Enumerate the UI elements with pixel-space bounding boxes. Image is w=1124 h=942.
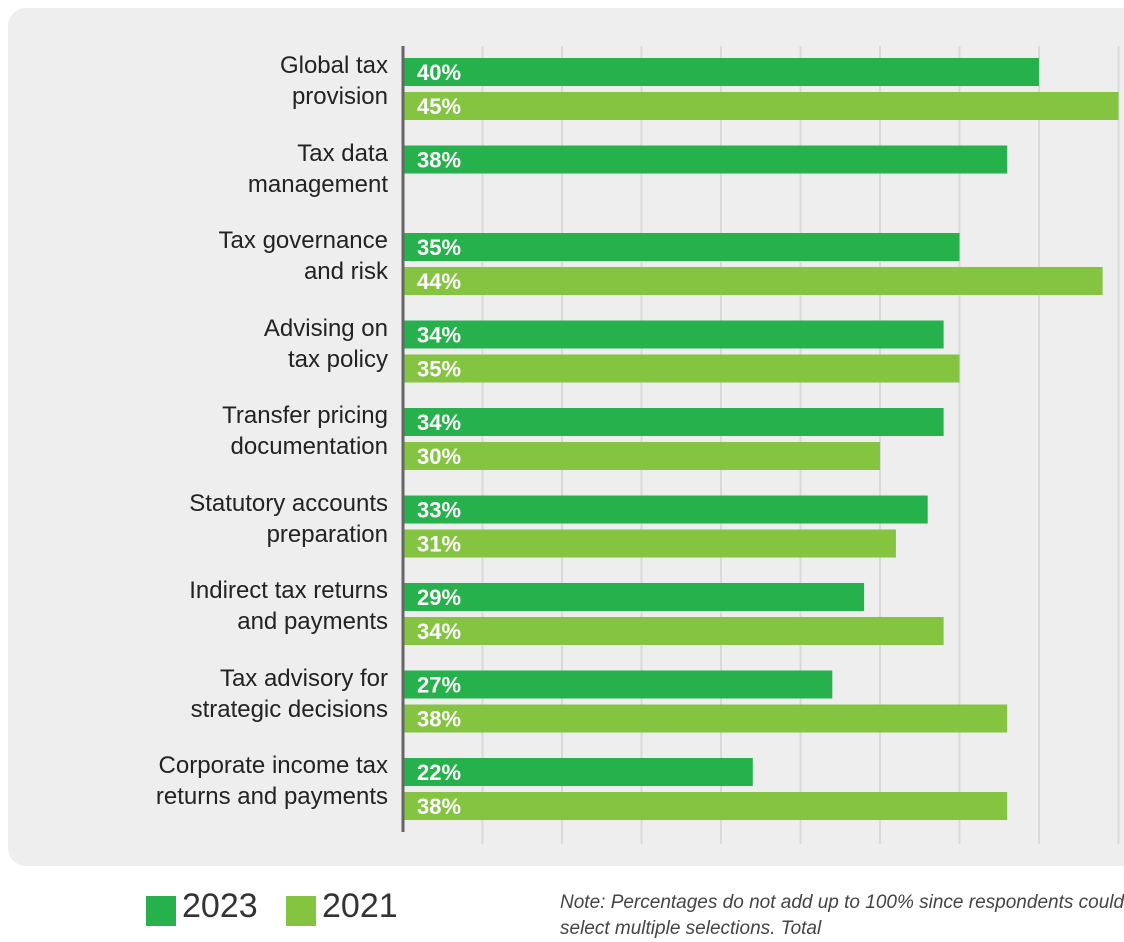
category-label-line: Tax data <box>297 139 388 167</box>
bar-value-label: 35% <box>417 235 461 260</box>
bar-2021 <box>403 92 1119 120</box>
chart-note: Note: Percentages do not add up to 100% … <box>560 892 1124 939</box>
chart-stage: Global tax provision Tax data management Tax… <box>8 8 1124 939</box>
category-label-line: Corporate income tax <box>158 752 388 779</box>
bar-value-label: 22% <box>417 760 461 785</box>
category-label-line: strategic decisions <box>190 695 388 723</box>
legend-swatch-2021 <box>286 896 316 926</box>
bar-2021 <box>403 442 880 470</box>
bar-2023 <box>403 320 944 349</box>
bar-2023 <box>403 233 960 261</box>
bar-value-label: 38% <box>417 707 461 732</box>
category-label-line: Indirect tax returns <box>189 577 388 604</box>
bar-value-label: 40% <box>417 60 461 85</box>
bar-value-label: 29% <box>417 585 461 610</box>
category-label-line: and payments <box>237 608 388 635</box>
bar-2021 <box>403 529 896 558</box>
bar-value-label: 38% <box>417 794 461 819</box>
category-label-line: provision <box>291 83 388 110</box>
bar-value-label: 38% <box>417 148 461 173</box>
category-label: Corporate income tax returns and payments <box>28 750 388 812</box>
bar-value-label: 33% <box>417 498 461 523</box>
category-label-line: tax policy <box>287 345 388 373</box>
bar-2023 <box>403 495 928 524</box>
bar-2023 <box>403 58 1039 86</box>
bar-value-label: 34% <box>417 410 461 435</box>
bar-2021 <box>403 704 1008 733</box>
category-label-line: Tax advisory for <box>219 664 388 692</box>
bar-value-label: 34% <box>417 323 461 348</box>
category-label-line: documentation <box>230 433 388 460</box>
bar-2023 <box>403 145 1008 174</box>
category-label-line: Tax governance <box>218 227 388 254</box>
legend-label-2023: 2023 <box>182 887 258 925</box>
bar-2023 <box>403 408 944 436</box>
category-label: Tax governance and risk <box>28 225 388 287</box>
category-label-line: management <box>247 170 388 198</box>
bar-2023 <box>403 670 833 699</box>
category-label-line: Transfer pricing <box>222 402 388 429</box>
category-label: Tax data management <box>28 138 388 200</box>
category-label: Tax advisory for strategic decisions <box>28 663 388 725</box>
legend-label-2021: 2021 <box>322 887 398 925</box>
bar-value-label: 44% <box>417 269 461 294</box>
category-label-line: and risk <box>303 258 388 285</box>
bar-value-label: 30% <box>417 444 461 469</box>
bar-value-label: 27% <box>417 673 461 698</box>
bar-2023 <box>403 583 865 611</box>
bar-2021 <box>403 267 1103 295</box>
bar-2021 <box>403 354 960 383</box>
bar-value-label: 45% <box>417 94 461 119</box>
bar-2021 <box>403 617 944 645</box>
bar-2021 <box>403 792 1008 820</box>
category-label-line: preparation <box>266 520 388 548</box>
bar-chart: 40% 45% 38% 35% 44% 34% 35% 34% 30% 33% 31% 29% 34% 2… <box>401 46 1120 844</box>
category-label: Indirect tax returns and payments <box>28 575 388 637</box>
category-label: Statutory accounts preparation <box>28 488 388 550</box>
bar-value-label: 31% <box>417 532 461 557</box>
bar-2023 <box>403 758 753 786</box>
category-label-line: returns and payments <box>155 783 388 810</box>
category-label-line: Advising on <box>263 314 388 342</box>
legend-swatch-2023 <box>146 896 176 926</box>
category-label-line: Global tax <box>279 52 388 79</box>
category-label: Advising on tax policy <box>28 313 388 375</box>
bar-value-label: 35% <box>417 357 461 382</box>
category-label-line: Statutory accounts <box>189 489 388 517</box>
bar-value-label: 34% <box>417 619 461 644</box>
category-label: Global tax provision <box>28 50 388 112</box>
category-label: Transfer pricing documentation <box>28 400 388 462</box>
